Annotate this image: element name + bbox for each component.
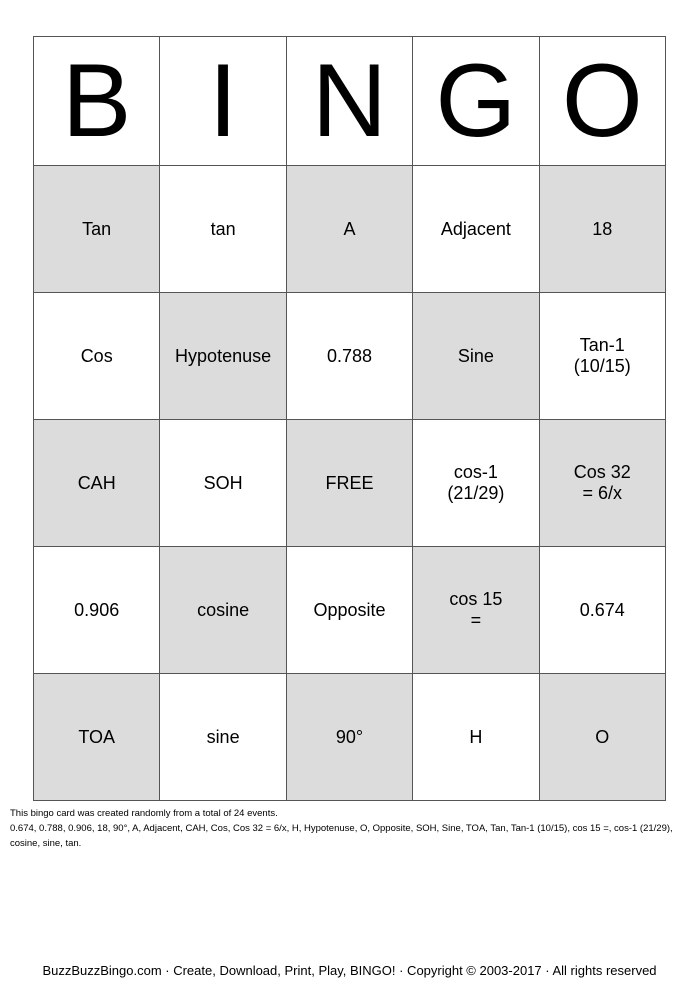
bingo-cell: 0.906 (32, 546, 161, 674)
header-letter: N (285, 36, 414, 166)
bingo-cell: tan (159, 165, 287, 293)
bingo-cell: TOA (32, 673, 161, 801)
header-letter: O (538, 36, 667, 166)
bingo-cell: CAH (32, 419, 161, 547)
card-row: Cos Hypotenuse 0.788 Sine Tan-1 (10/15) (32, 292, 667, 420)
bingo-cell: Adjacent (412, 165, 540, 293)
card-row: CAH SOH FREE cos-1 (21/29) Cos 32 = 6/x (32, 419, 667, 547)
bingo-cell: cosine (159, 546, 287, 674)
bingo-cell: O (538, 673, 667, 801)
bingo-cell: Hypotenuse (159, 292, 287, 420)
footer: BuzzBuzzBingo.com · Create, Download, Pr… (42, 963, 657, 978)
bingo-cell: 0.674 (538, 546, 667, 674)
bingo-cell: cos-1 (21/29) (412, 419, 540, 547)
card-info: This bingo card was created randomly fro… (10, 806, 690, 851)
card-row: TOA sine 90° H O (32, 673, 667, 801)
bingo-cell: Tan-1 (10/15) (538, 292, 667, 420)
info-event-list: 0.674, 0.788, 0.906, 18, 90°, A, Adjacen… (10, 823, 673, 849)
header-letter: B (32, 36, 161, 166)
bingo-card: B I N G O Tan tan A Adjacent 18 Cos Hypotenuse 0.788… (32, 36, 667, 801)
card-row: Tan tan A Adjacent 18 (32, 165, 667, 293)
bingo-cell: SOH (159, 419, 287, 547)
bingo-cell: A (285, 165, 414, 293)
card-row: 0.906 cosine Opposite cos 15 = 0.674 (32, 546, 667, 674)
bingo-cell: Cos 32 = 6/x (538, 419, 667, 547)
bingo-cell: 90° (285, 673, 414, 801)
info-summary: This bingo card was created randomly fro… (10, 808, 278, 819)
free-space: FREE (285, 419, 414, 547)
bingo-cell: Cos (32, 292, 161, 420)
bingo-cell: 18 (538, 165, 667, 293)
bingo-cell: 0.788 (285, 292, 414, 420)
bingo-cell: cos 15 = (412, 546, 540, 674)
bingo-cell: Tan (32, 165, 161, 293)
header-letter: G (412, 36, 540, 166)
bingo-cell: sine (159, 673, 287, 801)
header-letter: I (159, 36, 287, 166)
bingo-cell: Sine (412, 292, 540, 420)
bingo-cell: H (412, 673, 540, 801)
bingo-cell: Opposite (285, 546, 414, 674)
